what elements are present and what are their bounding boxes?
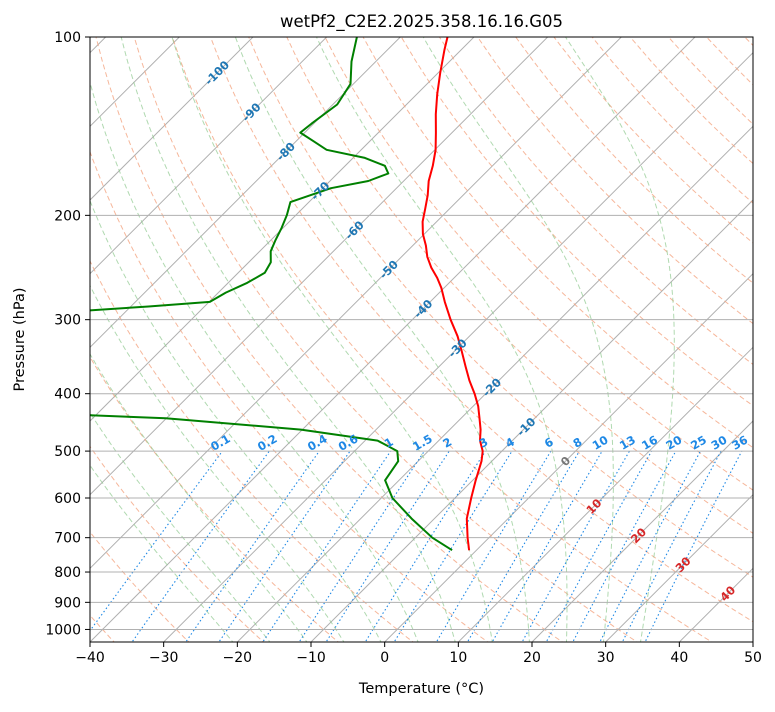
x-axis-title: Temperature (°C) xyxy=(358,681,484,697)
y-tick-label: 700 xyxy=(54,531,81,547)
y-tick-label: 800 xyxy=(54,565,81,581)
x-tick-label: −20 xyxy=(223,650,253,666)
y-axis-title: Pressure (hPa) xyxy=(12,287,28,391)
y-tick-label: 400 xyxy=(54,387,81,403)
y-tick-label: 500 xyxy=(54,444,81,460)
x-tick-label: 10 xyxy=(449,650,467,666)
y-tick-label: 900 xyxy=(54,595,81,611)
x-tick-label: 20 xyxy=(523,650,541,666)
x-tick-label: −10 xyxy=(296,650,326,666)
x-tick-label: −40 xyxy=(75,650,105,666)
x-tick-label: 30 xyxy=(597,650,615,666)
y-tick-label: 600 xyxy=(54,491,81,507)
y-tick-label: 200 xyxy=(54,208,81,224)
y-tick-label: 100 xyxy=(54,30,81,46)
x-tick-label: 0 xyxy=(380,650,389,666)
y-tick-label: 300 xyxy=(54,313,81,329)
x-tick-label: 50 xyxy=(744,650,762,666)
x-tick-label: 40 xyxy=(670,650,688,666)
y-tick-label: 1000 xyxy=(45,622,81,638)
chart-title: wetPf2_C2E2.2025.358.16.16.G05 xyxy=(280,12,563,32)
x-tick-label: −30 xyxy=(149,650,179,666)
